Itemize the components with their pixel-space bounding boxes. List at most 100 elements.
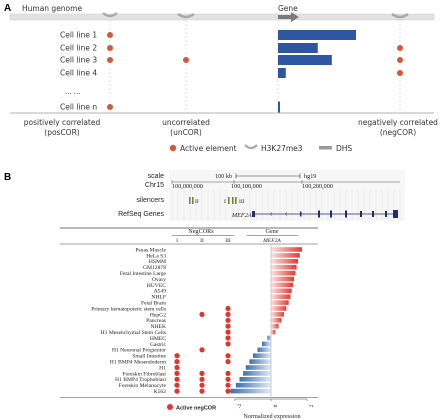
silencer-ii: II bbox=[189, 197, 199, 205]
svg-text:Normalized expression: Normalized expression bbox=[243, 413, 300, 420]
svg-text:(negCOR): (negCOR) bbox=[380, 128, 416, 137]
svg-text:MEF2A: MEF2A bbox=[231, 212, 252, 219]
cell-type-label: Foreskin Melanocyte bbox=[119, 383, 167, 389]
h3k27me3-mark bbox=[391, 13, 409, 110]
active-negcor-dot bbox=[174, 376, 180, 382]
expression-bar bbox=[271, 276, 295, 282]
table-row: HeLa S3 bbox=[146, 253, 300, 259]
expression-bar bbox=[278, 68, 286, 78]
active-negcor-dot bbox=[199, 376, 205, 382]
cell-type-label: H1 bbox=[159, 365, 166, 371]
genome-bar bbox=[9, 13, 435, 21]
legend-active-element: Active element bbox=[169, 144, 237, 153]
active-negcor-dot bbox=[225, 323, 231, 329]
chrom-ruler: 100,000,000 100,100,000 100,200,000 bbox=[171, 180, 400, 190]
legend-h3k27me3: H3K27me3 bbox=[244, 144, 303, 153]
active-negcor-dot bbox=[225, 311, 231, 317]
table-row: HepG2 bbox=[150, 311, 284, 318]
category-uncor: uncorrelated (unCOR) bbox=[162, 118, 210, 137]
table-row: Pancreas bbox=[146, 317, 282, 324]
table-row: A549 bbox=[154, 288, 292, 295]
svg-text:-2: -2 bbox=[237, 403, 243, 408]
cell-line-label: Cell line 2 bbox=[60, 44, 97, 53]
expression-bar bbox=[271, 294, 291, 299]
cell-type-label: Primary hematopoietic stem cells bbox=[91, 306, 166, 312]
svg-text:0: 0 bbox=[273, 404, 279, 407]
genome-browser: scale Chr15 silencers RefSeq Genes 100 k… bbox=[118, 170, 405, 221]
table-row: Fetal Brain bbox=[141, 300, 289, 307]
expression-bar bbox=[262, 341, 271, 347]
active-element-dot bbox=[397, 45, 403, 51]
cell-type-label: HUVEC bbox=[147, 283, 167, 289]
table-row: Small Intestine bbox=[132, 353, 271, 360]
svg-text:100,000,000: 100,000,000 bbox=[172, 183, 203, 190]
cell-type-label: K562 bbox=[154, 389, 167, 395]
table-row: Psoas Muscle bbox=[135, 247, 302, 253]
active-negcor-dot bbox=[225, 335, 231, 341]
category-poscor: positively correlated (posCOR) bbox=[24, 118, 101, 137]
cell-line-label: Cell line 1 bbox=[60, 31, 97, 40]
h3k27me3-mark bbox=[177, 13, 195, 110]
svg-text:100 kb: 100 kb bbox=[215, 173, 232, 180]
active-negcor-dot bbox=[199, 388, 205, 394]
active-negcor-dot bbox=[199, 370, 205, 376]
svg-text:uncorrelated: uncorrelated bbox=[162, 118, 210, 127]
table-row: HSMM bbox=[149, 259, 298, 265]
svg-text:NegCORs: NegCORs bbox=[188, 228, 214, 235]
expression-bar bbox=[271, 253, 300, 258]
svg-text:hg19: hg19 bbox=[304, 173, 316, 180]
expression-bar bbox=[278, 101, 280, 113]
cell-type-label: NHLF bbox=[151, 295, 166, 301]
cell-type-label: H1 BMP4 Trophoblast bbox=[115, 377, 166, 383]
cell-type-label: A549 bbox=[154, 289, 167, 295]
cell-type-label: Foreskin Fibroblast bbox=[122, 371, 166, 377]
expression-bar bbox=[271, 329, 275, 335]
mef2a-gene-model: MEF2A bbox=[231, 210, 398, 219]
expression-bar bbox=[271, 288, 292, 294]
expression-bar bbox=[245, 365, 271, 370]
expression-bar bbox=[271, 300, 289, 305]
cell-type-label: Pancreas bbox=[146, 318, 166, 324]
table-row: Primary hematopoietic stem cells bbox=[91, 305, 287, 312]
scale-bar: 100 kb hg19 bbox=[215, 173, 316, 180]
expression-bar bbox=[253, 353, 271, 358]
expression-bar bbox=[239, 377, 271, 382]
panel-a-label: A bbox=[4, 3, 11, 14]
active-negcor-dot bbox=[174, 364, 180, 371]
table-row: H1 BMP4 Mesendoderm bbox=[110, 359, 271, 366]
table-row: NHLF bbox=[151, 294, 291, 301]
active-negcor-dot bbox=[225, 370, 231, 376]
active-negcor-dot bbox=[199, 311, 205, 317]
active-negcor-dot bbox=[174, 359, 180, 365]
cell-line-label: Cell line 4 bbox=[60, 69, 97, 78]
cell-type-label: HepG2 bbox=[150, 312, 166, 318]
scale-label: scale bbox=[148, 173, 164, 180]
expression-bar bbox=[271, 306, 287, 311]
svg-text:Active negCOR: Active negCOR bbox=[176, 406, 216, 412]
cell-type-label: H1 Mesenchymal Stem Cells bbox=[101, 330, 166, 336]
gene-label: Gene bbox=[278, 4, 298, 13]
expression-bar bbox=[271, 323, 279, 329]
expression-bar bbox=[243, 371, 271, 376]
expression-bar bbox=[271, 259, 298, 264]
active-element-dot bbox=[183, 57, 189, 63]
expression-bar bbox=[278, 55, 332, 65]
cell-type-label: Psoas Muscle bbox=[135, 247, 166, 253]
cell-type-label: HeLa S3 bbox=[146, 253, 166, 259]
expression-bar bbox=[271, 312, 284, 317]
expression-bar bbox=[230, 388, 271, 394]
cell-type-label: HSMM bbox=[149, 259, 166, 265]
cell-type-label: Small Intestine bbox=[132, 354, 166, 360]
active-negcor-dot bbox=[174, 370, 180, 376]
table-row: HUVEC bbox=[147, 282, 293, 289]
expression-bar bbox=[271, 270, 296, 276]
cell-type-label: GM12878 bbox=[143, 265, 166, 271]
h3k27me3-mark bbox=[102, 12, 118, 110]
column-header-iii: III bbox=[225, 238, 231, 244]
table-row: GM12878 bbox=[143, 264, 297, 271]
active-negcor-dot bbox=[225, 376, 231, 382]
table-row: K562 bbox=[154, 388, 271, 395]
active-negcor-dot bbox=[225, 353, 231, 359]
silencers-track-label: silencers bbox=[136, 197, 164, 204]
expression-bar bbox=[257, 347, 271, 353]
